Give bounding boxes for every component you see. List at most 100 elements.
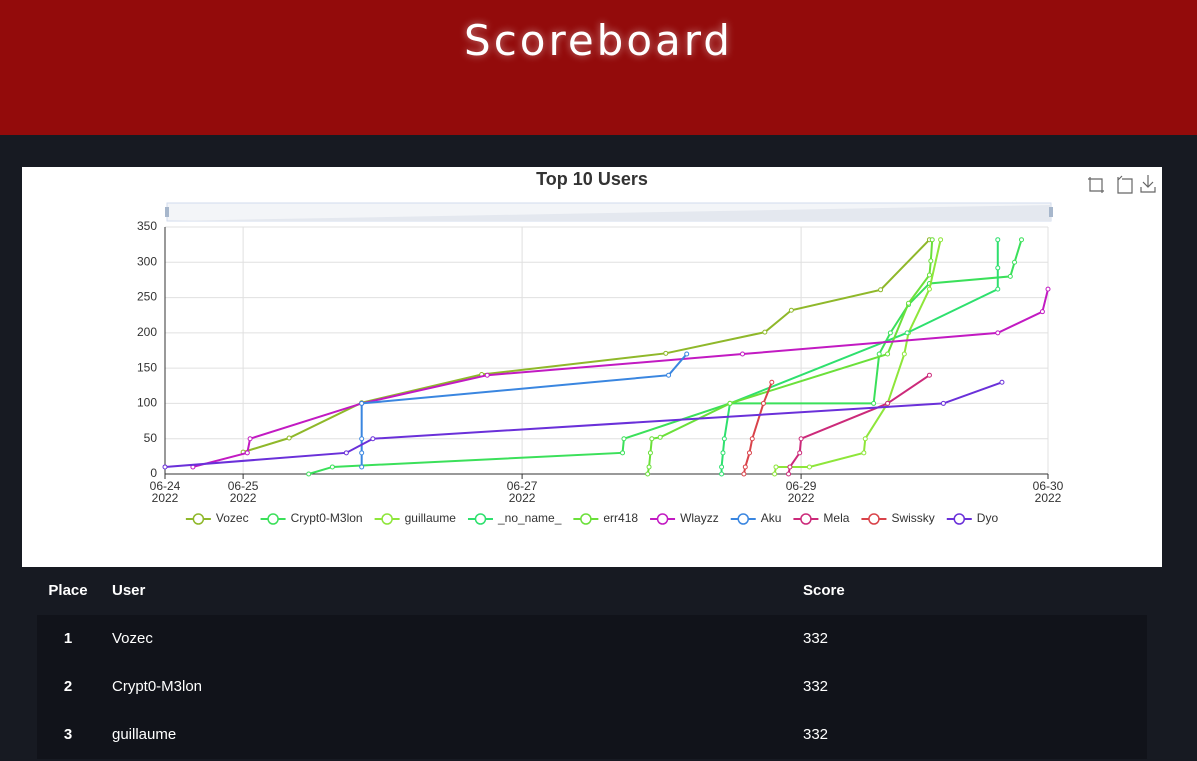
data-point	[797, 450, 803, 456]
data-point	[1045, 286, 1051, 292]
legend-marker	[580, 513, 592, 525]
data-point	[359, 436, 365, 442]
data-point	[620, 450, 626, 456]
chart-panel: Top 10 Users 0 50 100 150 200 250 300 350 06-24 2…	[22, 167, 1162, 567]
y-tick-label: 200	[137, 325, 157, 339]
legend-label: Swissky	[891, 511, 934, 525]
legend-label: Crypt0-M3lon	[291, 511, 363, 525]
column-header: Place	[48, 582, 88, 599]
legend-label: Dyo	[977, 511, 999, 525]
data-point	[788, 307, 794, 313]
data-point	[647, 450, 653, 456]
header: Scoreboard	[0, 0, 1197, 135]
legend-item[interactable]: guillaume	[374, 511, 457, 525]
legend-item[interactable]: Crypt0-M3lon	[260, 511, 363, 525]
x-tick-label: 06-30 2022	[1033, 479, 1064, 505]
data-point	[926, 372, 932, 378]
legend-item[interactable]: Aku	[730, 511, 782, 525]
column-header: User	[112, 582, 146, 599]
series-line	[360, 353, 688, 467]
data-point	[806, 464, 812, 470]
chart: Top 10 Users 0 50 100 150 200 250 300 350 06-24 2…	[137, 169, 1156, 525]
x-tick-label: 06-27 2022	[507, 479, 538, 505]
legend-item[interactable]: Vozec	[185, 511, 249, 525]
data-point	[657, 434, 663, 440]
legend-item[interactable]: _no_name_	[467, 511, 562, 525]
legend-item[interactable]: Wlayzz	[650, 511, 719, 525]
data-point	[871, 400, 877, 406]
data-point	[995, 265, 1001, 271]
data-point	[684, 351, 690, 357]
data-point	[885, 351, 891, 357]
legend-label: guillaume	[405, 511, 457, 525]
table-header: Place User Score	[37, 567, 1147, 615]
data-point	[926, 286, 932, 292]
y-tick-label: 250	[137, 290, 157, 304]
data-point	[646, 464, 652, 470]
zoom-icon[interactable]	[1088, 177, 1104, 193]
data-point	[786, 471, 792, 477]
scoreboard-table: Place User Score 1 Vozec 332 2 Crypt0-M3lon 332 3…	[37, 567, 1147, 759]
legend-marker	[474, 513, 487, 525]
x-tick-label: 06-24 2022	[150, 479, 181, 505]
toolbox[interactable]	[1088, 175, 1156, 194]
data-point	[862, 436, 868, 442]
y-tick-label: 300	[137, 254, 157, 268]
data-point	[666, 372, 672, 378]
download-icon[interactable]	[1140, 175, 1156, 193]
chart-title: Top 10 Users	[536, 169, 648, 189]
data-point	[929, 237, 935, 243]
data-point	[1012, 259, 1018, 265]
data-point	[760, 400, 766, 406]
zoom-handle[interactable]	[165, 207, 169, 217]
data-point	[746, 450, 752, 456]
legend-item[interactable]: Mela	[793, 511, 850, 525]
data-point	[906, 300, 912, 306]
legend-marker	[656, 513, 669, 525]
data-point	[741, 471, 747, 477]
data-point	[370, 436, 376, 442]
data-point	[798, 436, 804, 442]
data-point	[1039, 309, 1045, 315]
column-header: Score	[803, 582, 845, 599]
data-point	[329, 464, 335, 470]
table-cell: 2	[63, 678, 73, 695]
data-point	[901, 351, 907, 357]
y-tick-label: 50	[144, 431, 158, 445]
legend-label: err418	[603, 511, 638, 525]
data-point	[359, 400, 365, 406]
legend-item[interactable]: Swissky	[861, 511, 935, 525]
legend-marker	[868, 513, 880, 525]
data-point	[740, 351, 746, 357]
legend-marker	[192, 513, 205, 525]
data-point	[484, 372, 490, 378]
y-tick-label: 150	[137, 360, 157, 374]
data-point	[787, 464, 793, 470]
legend-marker	[953, 513, 966, 525]
table-cell: Vozec	[112, 630, 153, 647]
data-point	[244, 450, 250, 456]
y-tick-label: 350	[137, 219, 157, 233]
legend-label: Vozec	[216, 511, 249, 525]
data-point	[999, 379, 1005, 385]
data-point	[878, 287, 884, 293]
table-cell: 332	[803, 678, 829, 695]
legend-item[interactable]: err418	[573, 511, 638, 525]
table-cell: 1	[63, 630, 73, 647]
data-zoom[interactable]	[165, 202, 1053, 222]
data-point	[749, 436, 755, 442]
table-cell: 3	[63, 726, 73, 743]
legend-label: Aku	[761, 511, 782, 525]
legend-marker	[267, 513, 279, 525]
restore-icon[interactable]	[1117, 175, 1133, 194]
data-point	[719, 471, 725, 477]
data-point	[742, 464, 748, 470]
data-point	[359, 464, 365, 470]
data-point	[645, 471, 651, 477]
table-row: 3 guillaume 332	[37, 711, 1147, 759]
data-point	[928, 258, 934, 264]
legend-item[interactable]: Dyo	[946, 511, 999, 525]
data-point	[663, 350, 669, 356]
zoom-handle[interactable]	[1049, 207, 1053, 217]
